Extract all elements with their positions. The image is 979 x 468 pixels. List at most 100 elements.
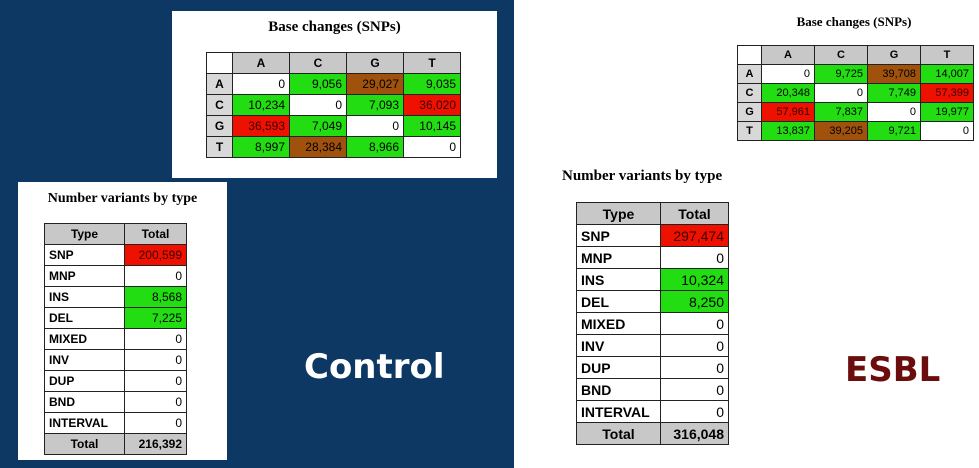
variants-row: DUP 0 [44,370,187,392]
esbl-variants-table: Type Total SNP 297,474 MNP 0 INS 10,324 DEL 8,250… [576,202,729,445]
variants-header-row: Type Total [44,223,187,245]
control-variants-title: Number variants by type [47,191,198,206]
variant-type: INV [576,334,661,357]
variant-total: 200,599 [124,244,187,266]
snp-cell: 19,977 [920,102,974,122]
snp-cell: 0 [814,83,868,103]
variants-row: INV 0 [44,349,187,371]
snp-cell: 9,725 [814,64,868,84]
variant-type: MIXED [44,328,125,350]
snp-column-header: C [814,45,868,65]
esbl-snp-title: Base changes (SNPs) [796,14,912,29]
snp-row: A 0 9,056 29,027 9,035 [206,73,461,95]
variants-total-label: Total [576,422,661,445]
variant-total: 0 [660,334,729,357]
snp-cell: 0 [232,73,290,95]
snp-cell: 0 [289,94,347,116]
variant-total: 0 [124,349,187,371]
variants-row: DEL 8,250 [576,290,729,313]
snp-cell: 7,049 [289,115,347,137]
variants-row: SNP 200,599 [44,244,187,266]
snp-cell: 9,035 [403,73,461,95]
variant-type: MNP [576,246,661,269]
variant-type: DEL [44,307,125,329]
esbl-snp-table: A C G T A 0 9,725 39,708 14,007 C 20,348 0 7,749 57,3… [737,45,974,141]
variants-column-header: Total [660,202,729,225]
snp-cell: 0 [920,121,974,141]
esbl-label: ESBL [845,350,941,390]
variants-row: SNP 297,474 [576,224,729,247]
variants-header-row: Type Total [576,202,729,225]
snp-row-header: A [737,64,762,84]
variants-column-header: Type [44,223,125,245]
variant-total: 0 [660,246,729,269]
snp-cell: 0 [403,136,461,158]
snp-cell: 8,966 [346,136,404,158]
snp-row-header: C [206,94,233,116]
control-snp-title: Base changes (SNPs) [268,19,401,35]
snp-column-header: T [920,45,974,65]
snp-row-header: A [206,73,233,95]
variant-total: 0 [660,312,729,335]
snp-column-header: A [232,52,290,74]
variant-type: SNP [44,244,125,266]
snp-cell: 7,093 [346,94,404,116]
esbl-snp-panel: Base changes (SNPs) A C G T A 0 9,725 39,708 14,… [710,4,979,152]
variant-type: INS [44,286,125,308]
control-label: Control [304,347,445,387]
variant-total: 0 [660,356,729,379]
snp-column-header: T [403,52,461,74]
variants-total-row: Total 216,392 [44,433,187,455]
variant-total: 10,324 [660,268,729,291]
snp-cell: 36,593 [232,115,290,137]
snp-cell: 10,145 [403,115,461,137]
variants-column-header: Type [576,202,661,225]
variants-total-label: Total [44,433,125,455]
snp-row-header: G [206,115,233,137]
snp-row-header: T [206,136,233,158]
variant-type: BND [576,378,661,401]
variant-total: 0 [124,391,187,413]
variant-total: 8,568 [124,286,187,308]
snp-column-header: A [761,45,815,65]
variants-column-header: Total [124,223,187,245]
variant-type: INTERVAL [576,400,661,423]
variants-row: MNP 0 [44,265,187,287]
snp-corner-cell [206,52,233,74]
variants-row: DUP 0 [576,356,729,379]
snp-column-header: G [346,52,404,74]
variant-total: 0 [124,328,187,350]
variant-total: 0 [124,370,187,392]
variant-type: MIXED [576,312,661,335]
variants-row: MNP 0 [576,246,729,269]
variant-total: 297,474 [660,224,729,247]
variant-type: MNP [44,265,125,287]
snp-row-header: G [737,102,762,122]
snp-row: G 36,593 7,049 0 10,145 [206,115,461,137]
snp-row: G 57,961 7,837 0 19,977 [737,102,974,122]
snp-row-header: T [737,121,762,141]
snp-cell: 36,020 [403,94,461,116]
variant-type: DEL [576,290,661,313]
snp-column-header: G [867,45,921,65]
variants-row: INTERVAL 0 [44,412,187,434]
snp-column-header: C [289,52,347,74]
variant-type: INV [44,349,125,371]
snp-cell: 9,056 [289,73,347,95]
snp-cell: 0 [346,115,404,137]
variant-type: DUP [576,356,661,379]
snp-cell: 0 [867,102,921,122]
snp-row: T 8,997 28,384 8,966 0 [206,136,461,158]
snp-cell: 7,837 [814,102,868,122]
snp-cell: 57,961 [761,102,815,122]
snp-row: A 0 9,725 39,708 14,007 [737,64,974,84]
variants-row: BND 0 [576,378,729,401]
variants-row: BND 0 [44,391,187,413]
snp-corner-cell [737,45,762,65]
variant-total: 0 [124,412,187,434]
variant-type: BND [44,391,125,413]
snp-cell: 10,234 [232,94,290,116]
variants-row: INS 8,568 [44,286,187,308]
snp-cell: 13,837 [761,121,815,141]
